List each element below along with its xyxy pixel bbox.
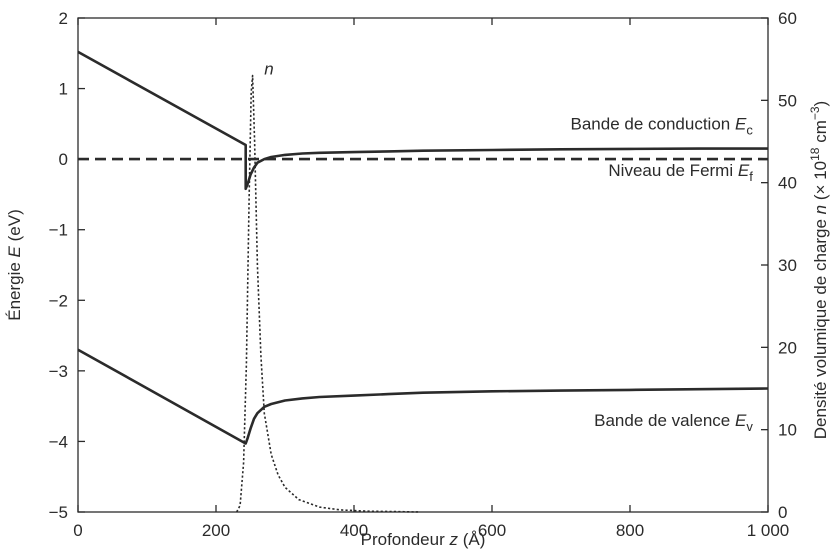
y2-tick-label: 30 xyxy=(778,256,797,275)
x-tick-label: 600 xyxy=(478,521,506,540)
series-conduction-line xyxy=(77,50,768,191)
y-tick-label: −1 xyxy=(49,221,68,240)
annotation-fermi: Niveau de Fermi Ef xyxy=(608,161,753,184)
y-tick-label: 2 xyxy=(59,9,68,28)
series-n-line xyxy=(235,74,420,513)
y2-axis-title: Densité volumique de charge n (× 1018 cm… xyxy=(808,101,830,439)
y-tick-label: −3 xyxy=(49,362,68,381)
y-tick-label: −5 xyxy=(49,503,68,522)
y-axis-title: Énergie E (eV) xyxy=(5,209,24,321)
series-valence-line xyxy=(77,348,769,445)
y2-tick-label: 50 xyxy=(778,91,797,110)
y2-tick-label: 0 xyxy=(778,503,787,522)
annotation-valence: Bande de valence Ev xyxy=(594,411,753,434)
annotation-n: n xyxy=(264,59,273,78)
x-tick-label: 800 xyxy=(616,521,644,540)
y-tick-label: −2 xyxy=(49,291,68,310)
labels-layer: 0 200 400 600 800 1 000−5−4−3−2−1012010203040… xyxy=(49,9,797,540)
y-tick-label: 0 xyxy=(59,150,68,169)
annotation-conduction: Bande de conduction Ec xyxy=(571,115,754,138)
y-tick-label: −4 xyxy=(49,432,68,451)
x-tick-label: 200 xyxy=(202,521,230,540)
y2-tick-label: 60 xyxy=(778,9,797,28)
y2-tick-label: 40 xyxy=(778,174,797,193)
x-axis-title: Profondeur z (Å) xyxy=(361,530,486,549)
y-tick-label: 1 xyxy=(59,80,68,99)
x-tick-label: 0 xyxy=(73,521,82,540)
x-tick-label: 400 xyxy=(340,521,368,540)
x-tick-label: 1 000 xyxy=(747,521,790,540)
series-layer xyxy=(77,50,769,513)
ticks-layer xyxy=(77,17,769,513)
y2-tick-label: 20 xyxy=(778,338,797,357)
y2-tick-label: 10 xyxy=(778,421,797,440)
